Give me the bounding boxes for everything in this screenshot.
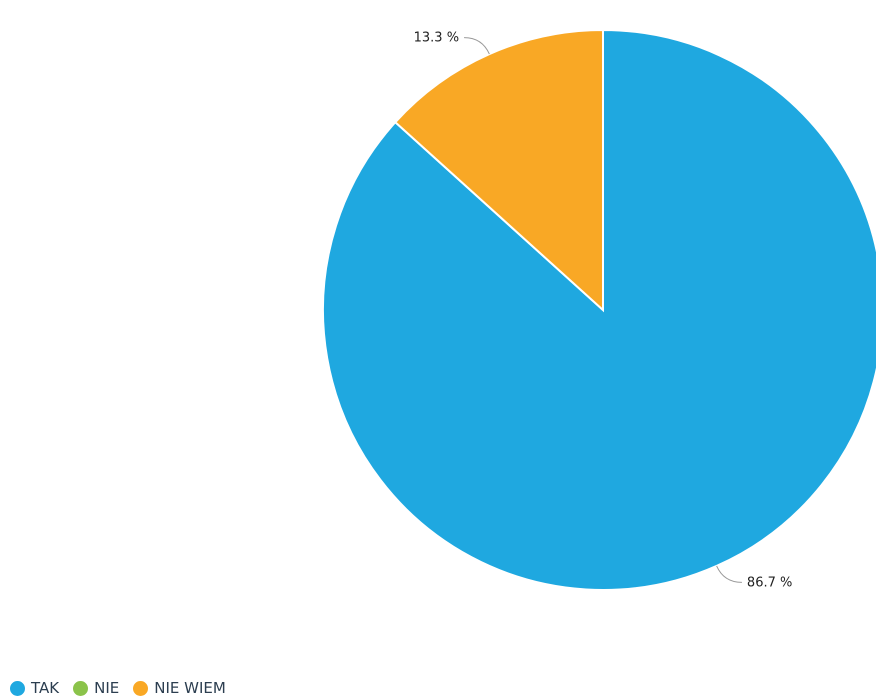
data-label-nie-wiem: 13.3 % [414,31,459,46]
legend-marker-nie [73,680,89,696]
legend-item-nie-wiem[interactable]: NIE WIEM [133,679,226,697]
data-labels: 86.7 % 13.3 % [414,31,793,591]
legend-label-nie: NIE [94,679,120,697]
legend: TAK NIE NIE WIEM [10,679,240,697]
legend-item-tak[interactable]: TAK [10,679,59,697]
pie-slices [322,28,876,591]
pie-slice-tak[interactable] [322,28,876,591]
data-label-tak: 86.7 % [747,575,792,590]
connector-tak [716,565,742,583]
legend-label-nie-wiem: NIE WIEM [154,679,226,697]
legend-marker-tak [10,680,25,696]
legend-label-tak: TAK [31,679,60,697]
label-connectors [464,37,742,583]
legend-item-nie[interactable]: NIE [73,679,119,697]
connector-nie-wiem [464,37,490,55]
pie-chart: 86.7 % 13.3 % [322,28,876,591]
pie-slice-nie-wiem[interactable] [393,28,604,313]
legend-marker-nie-wiem [133,680,149,696]
